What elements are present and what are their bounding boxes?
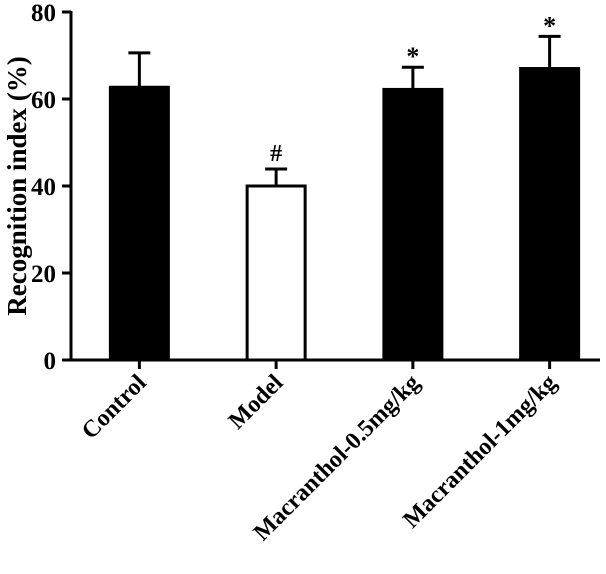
y-tick-label: 0 [44,348,57,375]
y-tick-label: 60 [31,87,56,114]
bars [110,69,578,360]
y-axis-label: Recognition index (%) [2,56,32,316]
x-tick-label: Macranthol-1mg/kg [398,370,562,534]
y-tick-label: 80 [31,0,56,27]
significance-marker: # [270,141,282,167]
y-tick-label: 40 [31,174,56,201]
significance-marker: * [543,11,556,40]
significance-marker: * [406,42,419,71]
x-tick-label: Control [77,370,152,445]
error-bars [128,36,560,186]
bar-macranthol-0-5mg-kg [384,89,442,360]
bar-macranthol-1mg-kg [521,69,579,360]
x-tick-label: Model [224,370,289,435]
bar-model [247,186,305,360]
bar-control [110,87,168,360]
y-tick-label: 20 [31,261,56,288]
